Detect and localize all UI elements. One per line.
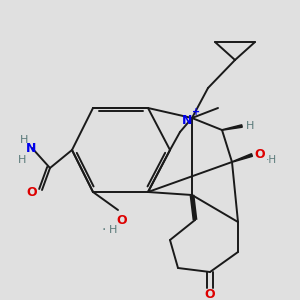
Text: O: O <box>205 289 215 300</box>
Text: H: H <box>18 155 26 165</box>
Polygon shape <box>222 125 242 130</box>
Polygon shape <box>232 154 253 162</box>
Text: H: H <box>109 225 117 235</box>
Text: ·H: ·H <box>266 155 277 165</box>
Text: O: O <box>117 214 127 226</box>
Text: H: H <box>20 135 28 145</box>
Text: H: H <box>246 121 254 131</box>
Text: N: N <box>182 113 192 127</box>
Text: N: N <box>26 142 36 155</box>
Text: O: O <box>255 148 265 161</box>
Text: ·: · <box>102 223 106 237</box>
Text: O: O <box>27 185 37 199</box>
Text: +: + <box>192 107 200 117</box>
